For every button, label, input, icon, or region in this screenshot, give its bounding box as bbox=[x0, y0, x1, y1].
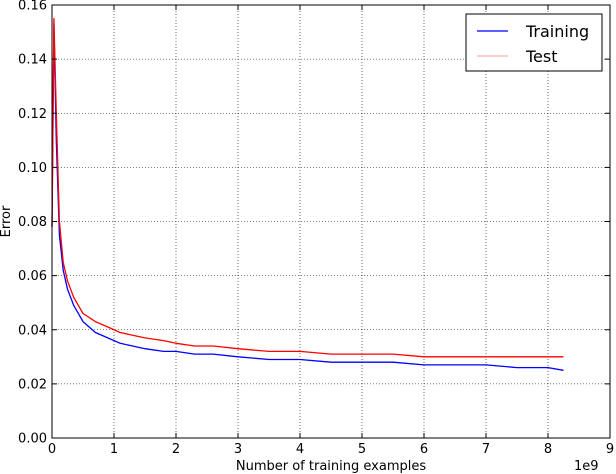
x-tick-label: 0 bbox=[48, 442, 56, 457]
legend-label-test: Test bbox=[525, 47, 558, 66]
x-tick-label: 9 bbox=[606, 442, 614, 457]
tick-labels: 0 1 2 3 4 5 6 7 8 9 0.00 0.02 0.04 0.06 0.08 0.10 0.12 0.… bbox=[18, 0, 614, 457]
series-line-test bbox=[51, 17, 564, 358]
y-tick-label: 0.02 bbox=[18, 377, 47, 392]
x-axis-offset-label: 1e9 bbox=[574, 459, 599, 474]
x-tick-label: 1 bbox=[110, 442, 118, 457]
y-tick-label: 0.14 bbox=[18, 53, 47, 68]
y-tick-label: 0.00 bbox=[18, 432, 47, 447]
y-tick-label: 0.10 bbox=[18, 161, 47, 176]
legend-label-training: Training bbox=[525, 22, 589, 41]
legend-box bbox=[465, 13, 603, 72]
y-tick-label: 0.08 bbox=[18, 215, 47, 230]
axis-ticks bbox=[51, 4, 611, 439]
x-tick-label: 3 bbox=[234, 442, 242, 457]
x-tick-label: 6 bbox=[420, 442, 428, 457]
legend: Training Test bbox=[465, 13, 603, 72]
x-tick-label: 5 bbox=[358, 442, 366, 457]
x-tick-label: 7 bbox=[482, 442, 490, 457]
series-layer bbox=[51, 17, 564, 371]
y-tick-label: 0.06 bbox=[18, 269, 47, 284]
series-line-training bbox=[51, 23, 564, 371]
y-tick-label: 0.04 bbox=[18, 323, 47, 338]
y-tick-label: 0.12 bbox=[18, 107, 47, 122]
y-axis-label: Error bbox=[0, 205, 14, 237]
x-tick-label: 8 bbox=[544, 442, 552, 457]
y-tick-label: 0.16 bbox=[18, 0, 47, 14]
x-tick-label: 2 bbox=[172, 442, 180, 457]
grid-lines bbox=[52, 5, 610, 438]
x-tick-label: 4 bbox=[296, 442, 304, 457]
x-axis-label: Number of training examples bbox=[236, 459, 426, 474]
